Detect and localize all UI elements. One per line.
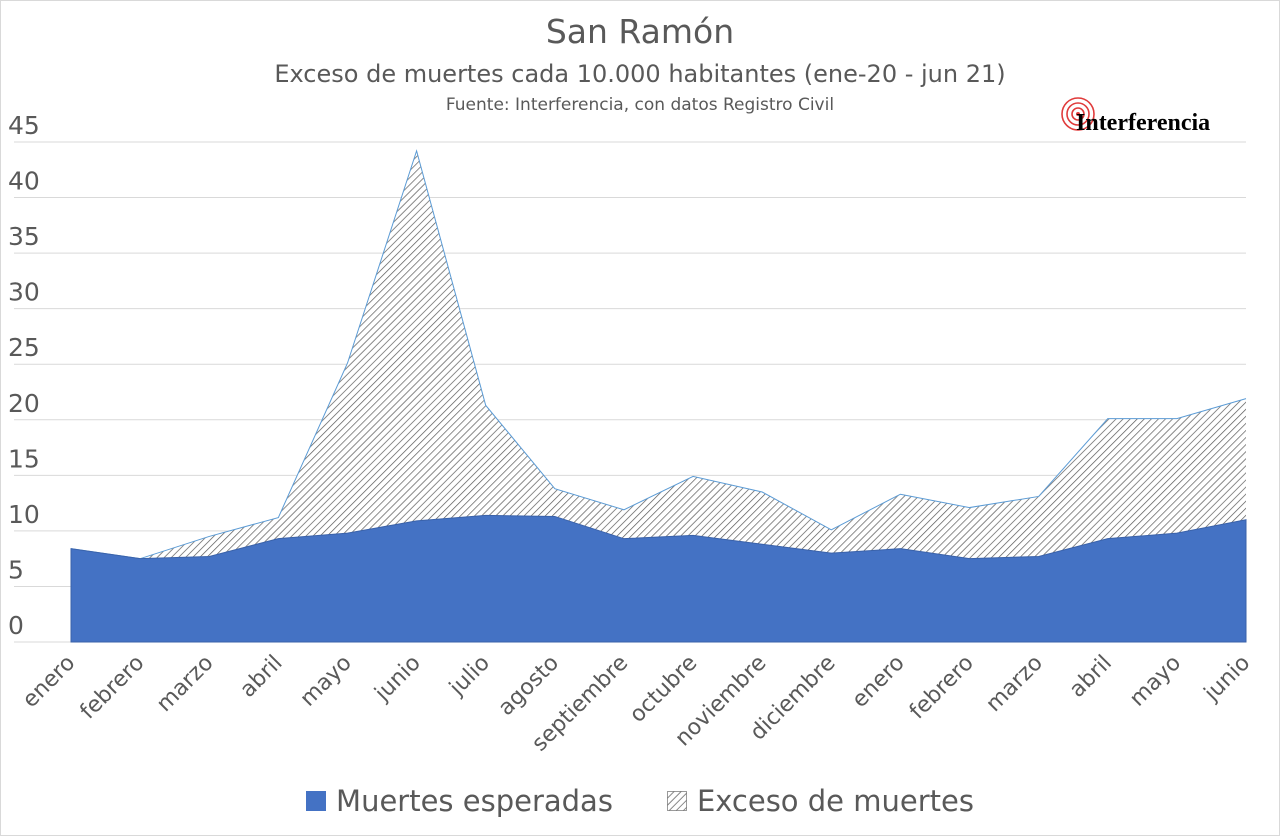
legend-item-excess: Exceso de muertes [667, 784, 974, 818]
area-excess-deaths [71, 150, 1246, 559]
y-tick-label: 30 [8, 278, 40, 307]
y-tick-label: 0 [8, 611, 24, 640]
x-tick-label: mayo [296, 651, 357, 712]
x-tick-label: marzo [152, 651, 218, 717]
area-expected-deaths [70, 514, 1247, 643]
interferencia-logo: Interferencia [1060, 96, 1260, 142]
x-tick-label: agosto [494, 651, 564, 721]
chart-subtitle: Exceso de muertes cada 10.000 habitantes… [274, 60, 1006, 88]
x-tick-label: febrero [76, 651, 150, 725]
y-tick-label: 5 [8, 555, 24, 584]
x-tick-label: abril [1065, 651, 1117, 703]
legend-label-expected: Muertes esperadas [336, 784, 613, 818]
y-tick-label: 35 [8, 222, 40, 251]
x-tick-label: abril [235, 651, 287, 703]
x-tick-label: junio [1199, 651, 1255, 707]
target-logo-icon [1061, 97, 1095, 131]
x-tick-label: marzo [981, 651, 1047, 717]
chart-source: Fuente: Interferencia, con datos Registr… [445, 95, 835, 115]
y-tick-label: 15 [8, 444, 40, 473]
x-tick-label: enero [847, 651, 909, 713]
legend: Muertes esperadas Exceso de muertes [0, 784, 1280, 818]
legend-swatch-excess [667, 791, 687, 811]
y-tick-label: 20 [8, 389, 40, 418]
chart-title: San Ramón [545, 12, 735, 51]
x-tick-label: mayo [1125, 651, 1186, 712]
x-tick-label: febrero [905, 651, 979, 725]
legend-item-expected: Muertes esperadas [306, 784, 613, 818]
legend-swatch-expected [306, 791, 327, 811]
y-tick-label: 10 [8, 500, 40, 529]
areas [70, 149, 1247, 643]
y-tick-label: 45 [8, 111, 40, 140]
logo-text: Interferencia [1076, 110, 1211, 136]
x-tick-label: junio [370, 651, 426, 707]
y-tick-label: 25 [8, 333, 40, 362]
y-tick-label: 40 [8, 167, 40, 196]
x-tick-label: enero [18, 651, 80, 713]
legend-label-excess: Exceso de muertes [696, 784, 974, 818]
x-tick-label: julio [444, 651, 495, 702]
y-axis-ticks: 0 5 10 15 20 25 30 35 40 45 [8, 111, 40, 640]
line-excess-deaths [70, 149, 1247, 560]
